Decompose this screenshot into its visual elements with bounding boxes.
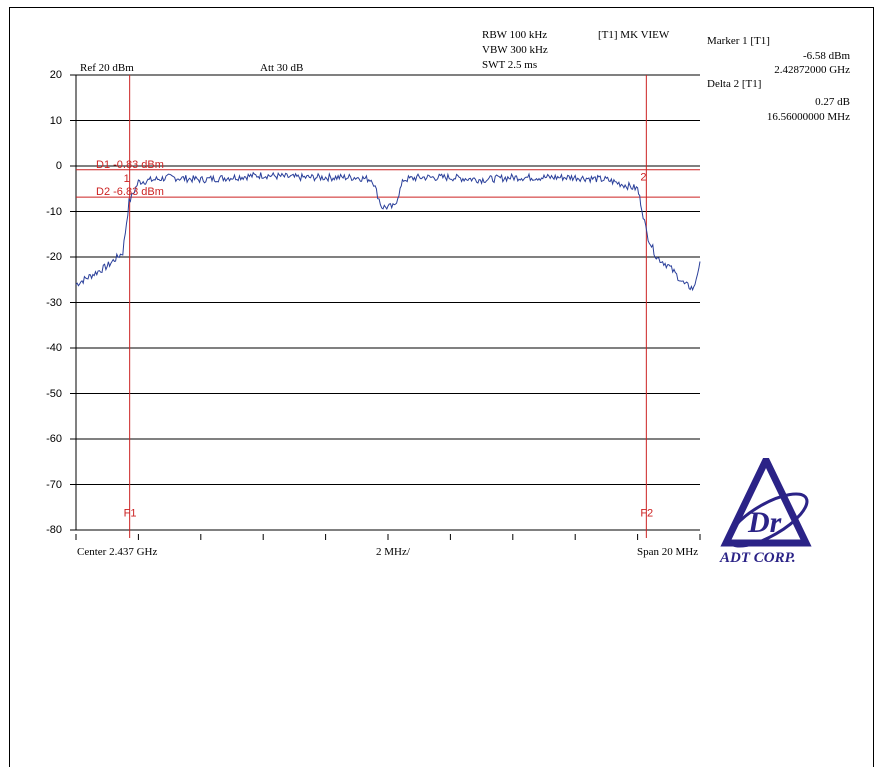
y-tick-label: -20 [46, 251, 62, 263]
ref-level-label: Ref 20 dBm [80, 62, 134, 74]
marker-label: 1 [124, 173, 130, 185]
y-tick-label: 0 [55, 160, 62, 172]
logo-text: ADT CORP. [719, 550, 796, 566]
logo-orbit [727, 492, 809, 548]
delta2-frequency: 16.56000000 MHz [766, 111, 850, 123]
y-tick-label: -10 [46, 205, 62, 218]
view-mode-label: [T1] MK VIEW [598, 29, 670, 41]
adt-logo: Dr ADT CORP. [719, 458, 812, 566]
vbw-label: VBW 300 kHz [482, 44, 548, 56]
swt-label: SWT 2.5 ms [482, 59, 538, 71]
per-division-label: 2 MHz/ [376, 546, 410, 558]
y-tick-label: -70 [46, 478, 62, 491]
marker-label: 2 [640, 172, 646, 184]
y-tick-label: -60 [46, 433, 62, 445]
report-frame [9, 7, 874, 767]
marker1-frequency: 2.42872000 GHz [774, 64, 850, 76]
y-tick-label: 20 [49, 69, 62, 81]
marker1-level: -6.58 dBm [802, 50, 850, 62]
delta2-level: 0.27 dB [815, 96, 850, 108]
attenuation-label: Att 30 dB [260, 62, 304, 74]
logo-triangle [720, 458, 812, 547]
spectrum-trace [75, 171, 701, 292]
x-ticks [75, 534, 701, 540]
y-tick-label: 10 [49, 114, 62, 127]
y-tick-label: -40 [46, 342, 62, 354]
marker-lines [76, 75, 700, 538]
center-frequency-label: Center 2.437 GHz [77, 546, 158, 558]
frequency-line-label: F1 [124, 507, 137, 519]
logo-monogram: Dr [747, 506, 782, 539]
display-line-label: D1 -0.83 dBm [96, 159, 164, 171]
span-label: Span 20 MHz [637, 546, 699, 558]
marker1-title: Marker 1 [T1] [707, 35, 770, 47]
grid [70, 74, 700, 531]
y-tick-label: -30 [46, 296, 62, 309]
y-tick-label: -80 [46, 524, 62, 536]
rbw-label: RBW 100 kHz [482, 29, 548, 41]
y-tick-label: -50 [46, 387, 62, 400]
delta2-title: Delta 2 [T1] [707, 78, 762, 90]
frequency-line-label: F2 [640, 507, 653, 519]
display-line-label: D2 -6.83 dBm [96, 186, 164, 198]
